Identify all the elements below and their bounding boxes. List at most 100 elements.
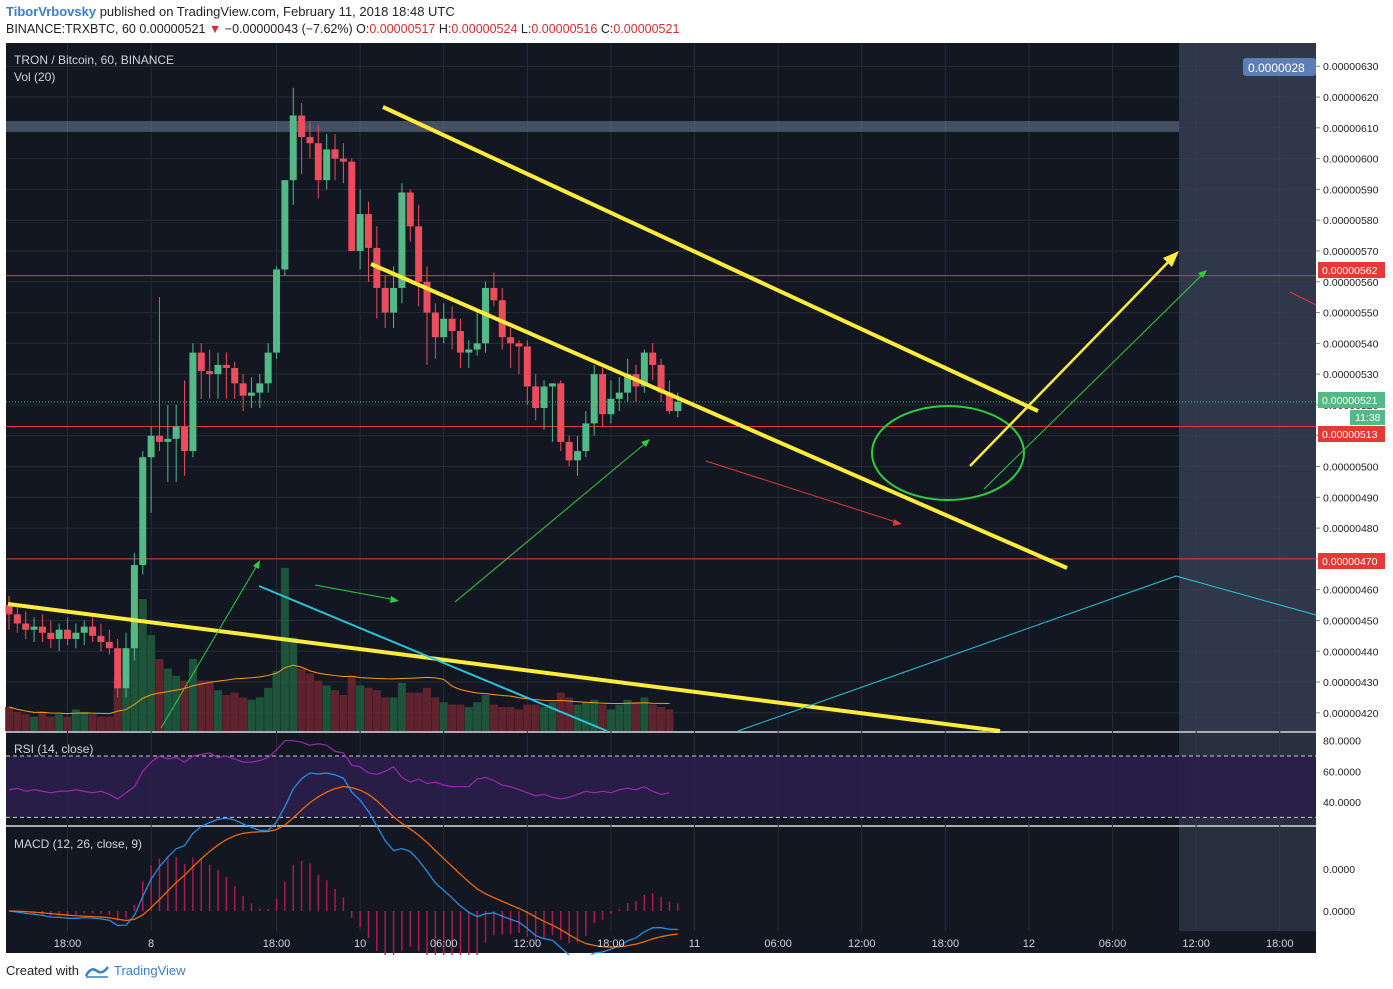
volume-bar — [598, 704, 607, 731]
legend-volume: Vol (20) — [14, 70, 55, 84]
candle-body — [624, 374, 632, 393]
price-tick-label: 0.00000480 — [1323, 523, 1379, 535]
line-470-text: 0.00000470 — [1322, 556, 1378, 568]
volume-bar — [531, 704, 540, 731]
candle-body — [390, 287, 398, 313]
candle-body — [515, 343, 523, 347]
volume-bar — [147, 635, 156, 731]
candle-body — [640, 352, 648, 387]
chart-canvas[interactable]: TRON / Bitcoin, 60, BINANCE Vol (20) RSI… — [0, 43, 1393, 955]
time-tick-label: 8 — [148, 938, 154, 950]
candle-body — [339, 158, 347, 162]
volume-bar — [155, 659, 164, 731]
time-tick-label: 06:00 — [764, 938, 792, 950]
candle-body — [64, 629, 72, 639]
volume-bar — [423, 687, 431, 731]
price-tick-label: 0.00000610 — [1323, 123, 1379, 135]
rsi-band-fill — [6, 756, 1316, 818]
green-circle — [871, 405, 1025, 501]
candle-body — [356, 214, 364, 251]
volume-bar — [322, 685, 331, 731]
candle-body — [147, 435, 155, 458]
time-axis[interactable] — [6, 931, 1316, 953]
low-value: 0.00000516 — [531, 22, 598, 36]
created-with-label: Created with — [6, 963, 79, 978]
volume-bar — [113, 678, 122, 731]
volume-ma — [8, 664, 670, 715]
volume-bar — [665, 709, 674, 731]
volume-bars — [5, 567, 674, 731]
volume-bar — [397, 683, 406, 731]
footer: Created with TradingView — [6, 963, 186, 978]
forecast-zone-macd — [1179, 827, 1316, 931]
volume-bar — [456, 704, 465, 731]
volume-bar — [88, 714, 97, 731]
candle-body — [599, 374, 607, 415]
candle-body — [590, 374, 598, 424]
macd-line — [8, 772, 678, 955]
cyan-projection-2 — [1175, 575, 1317, 616]
price-tick-label: 0.00000490 — [1323, 492, 1379, 504]
volume-bar — [657, 707, 666, 731]
time-tick-label: 11 — [689, 938, 700, 950]
candle-body — [532, 386, 540, 409]
volume-bar — [364, 687, 373, 731]
time-tick-label: 10 — [354, 938, 366, 950]
volume-bar — [489, 704, 498, 731]
tradingview-link[interactable]: TradingView — [84, 963, 186, 978]
time-tick-label: 18:00 — [54, 938, 82, 950]
volume-bar — [305, 673, 314, 731]
rsi-tick-label: 80.0000 — [1323, 736, 1361, 748]
candle-body — [130, 565, 138, 649]
target-arrow-head — [1163, 251, 1179, 267]
volume-bar — [514, 709, 523, 731]
countdown-text: 11:38 — [1355, 412, 1381, 424]
author-link[interactable]: TiborVrbovsky — [6, 4, 97, 19]
volume-bar — [205, 680, 214, 731]
candle-body — [289, 115, 297, 181]
green-arrow-head — [1198, 270, 1207, 278]
price-axis[interactable] — [1316, 43, 1393, 953]
candle-body — [30, 626, 38, 630]
volume-bar — [506, 707, 515, 731]
volume-bar — [38, 711, 47, 731]
volume-bar — [180, 680, 189, 731]
candle-body — [5, 605, 13, 615]
published-text: published on TradingView.com, February 1… — [99, 4, 455, 19]
macd-tick-label: 0.0000 — [1323, 906, 1355, 918]
candle-body — [222, 364, 230, 368]
price-tick-label: 0.00000540 — [1323, 338, 1379, 350]
price-tick-label: 0.00000430 — [1323, 677, 1379, 689]
rsi-line — [8, 740, 670, 800]
volume-bar — [347, 675, 356, 731]
target-badge-text: 0.0000028 — [1248, 61, 1305, 75]
volume-bar — [230, 692, 239, 731]
candle-body — [239, 383, 247, 396]
line-470-badge: 0.00000470 — [1318, 553, 1385, 569]
candle-body — [615, 392, 623, 399]
time-tick-label: 06:00 — [430, 938, 458, 950]
time-tick-label: 18:00 — [1266, 938, 1294, 950]
candle-body — [473, 343, 481, 350]
candle-body — [406, 192, 414, 227]
rsi-polyline — [8, 740, 670, 800]
price-tick-label: 0.00000500 — [1323, 462, 1379, 474]
volume-bar — [297, 668, 306, 731]
candle-body — [448, 318, 456, 332]
volume-bar — [239, 697, 248, 731]
candle-body — [97, 635, 105, 643]
symbol-label: BINANCE:TRXBTC, 60 — [6, 22, 136, 36]
volume-bar — [648, 704, 657, 731]
volume-ma-line — [8, 664, 670, 715]
target-arrow-line — [969, 253, 1177, 467]
time-tick-label: 12:00 — [848, 938, 876, 950]
candle-body — [273, 269, 281, 353]
tradingview-logo-icon — [84, 965, 109, 978]
candle-body — [231, 367, 239, 384]
volume-bar — [5, 707, 13, 731]
candle-body — [256, 383, 264, 393]
last-price: 0.00000521 — [139, 22, 206, 36]
legend-title: TRON / Bitcoin, 60, BINANCE — [14, 53, 174, 67]
volume-bar — [314, 680, 323, 731]
price-tick-label: 0.00000550 — [1323, 308, 1379, 320]
